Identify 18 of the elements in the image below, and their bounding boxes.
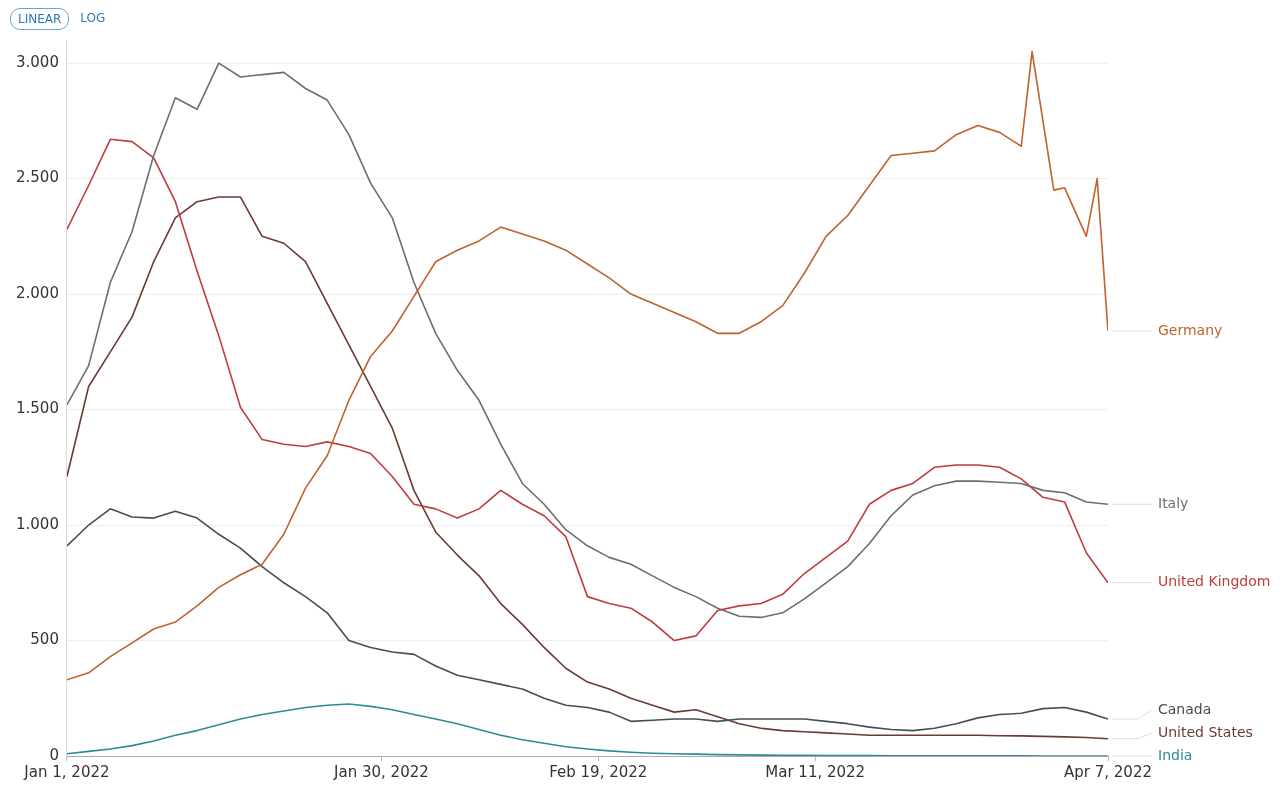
y-tick-label: 3.000	[15, 52, 59, 71]
y-tick-label: 500	[30, 630, 59, 649]
text: Italy	[1158, 494, 1189, 511]
y-tick-label: 2.500	[15, 168, 59, 187]
text: Germany	[1158, 321, 1223, 338]
x-tick-label: Feb 19, 2022	[549, 762, 648, 781]
text: United States	[1158, 723, 1253, 740]
y-tick-label: 1.500	[15, 399, 59, 418]
text: Canada	[1158, 700, 1212, 717]
x-tick-label: Jan 1, 2022	[23, 762, 110, 781]
y-tick-label: 1.000	[15, 514, 59, 533]
x-tick-label: Jan 30, 2022	[333, 762, 429, 781]
text: United Kingdom	[1158, 573, 1271, 590]
y-tick-label: 2.000	[15, 283, 59, 302]
x-tick-label: Apr 7, 2022	[1064, 762, 1152, 781]
x-tick-label: Mar 11, 2022	[765, 762, 866, 781]
text: India	[1158, 746, 1193, 763]
y-tick-label: 0	[49, 745, 59, 764]
